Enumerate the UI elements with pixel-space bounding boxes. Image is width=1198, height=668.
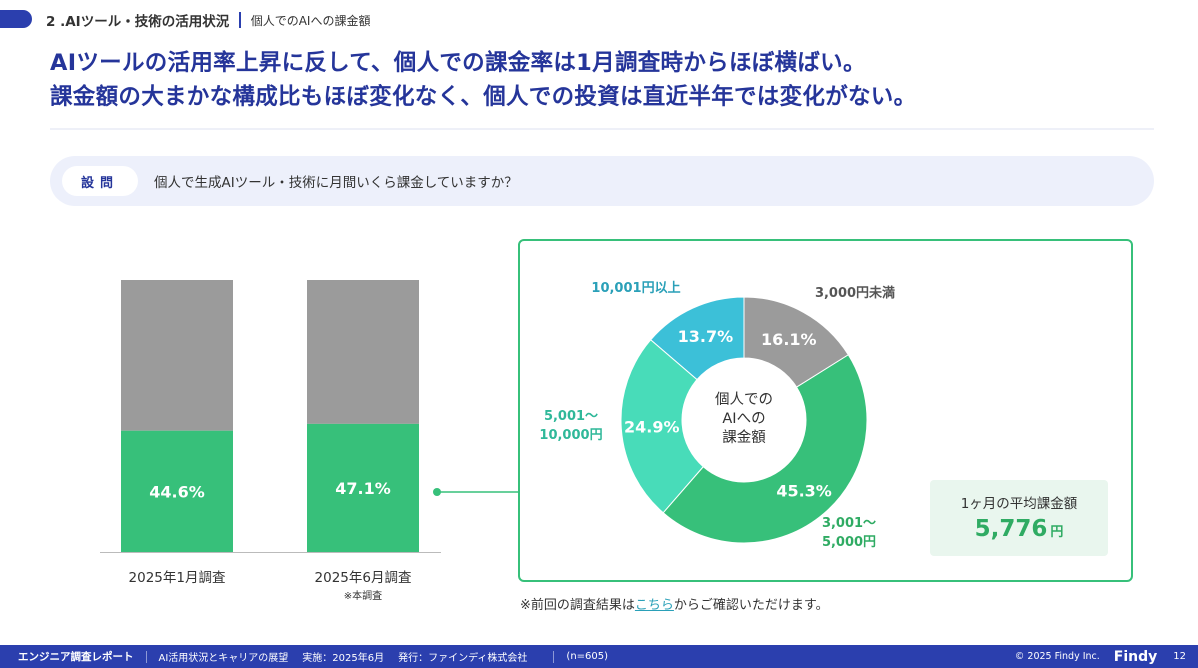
note-prefix: ※前回の調査結果は bbox=[520, 598, 635, 613]
previous-survey-link[interactable]: こちら bbox=[634, 598, 674, 613]
average-unit: 円 bbox=[1050, 525, 1064, 540]
donut-slice bbox=[620, 339, 704, 514]
donut-category-label: 3,001〜 5,000円 bbox=[822, 516, 876, 550]
donut-category-label-line: 10,000円 bbox=[539, 428, 602, 443]
title-divider bbox=[50, 128, 1154, 130]
bar-category-note: ※本調査 bbox=[344, 589, 382, 602]
donut-center-label-line: 課金額 bbox=[722, 429, 766, 446]
footer-topic: AI活用状況とキャリアの展望 bbox=[158, 653, 289, 664]
footer-publisher: 発行：ファインディ株式会社 bbox=[398, 653, 528, 664]
chart-connector bbox=[433, 488, 519, 496]
connector-dot bbox=[433, 488, 441, 496]
previous-survey-note: ※前回の調査結果はこちらからご確認いただけます。 bbox=[520, 594, 829, 613]
donut-panel bbox=[518, 239, 1133, 582]
donut-center-label-line: 個人での bbox=[715, 391, 773, 408]
bar-value-label: 44.6% bbox=[149, 482, 205, 501]
donut-category-label-line: 5,001〜 bbox=[544, 409, 598, 424]
donut-slice bbox=[743, 296, 849, 388]
bar-value-label: 47.1% bbox=[335, 479, 391, 498]
donut-value-label: 24.9% bbox=[624, 418, 680, 437]
donut-category-label-line: 3,001〜 bbox=[822, 516, 876, 531]
note-suffix: からご確認いただけます。 bbox=[673, 598, 829, 613]
bar-category-label: 2025年6月調査 bbox=[315, 570, 412, 586]
donut-chart: 16.1% 3,000円未満 45.3% 3,001〜 5,000円 24.9% 5,001… bbox=[539, 281, 895, 550]
bar-segment-paid bbox=[121, 430, 233, 552]
donut-center-label-line: AIへの bbox=[722, 411, 765, 427]
donut-category-label: 3,000円未満 bbox=[815, 285, 895, 301]
headline-line-2: 課金額の大まかな構成比もほぼ変化なく、個人での投資は直近半年では変化がない。 bbox=[50, 84, 917, 110]
footer-divider bbox=[553, 650, 555, 663]
footer-sample-size: (n=605) bbox=[566, 651, 609, 662]
donut-value-label: 13.7% bbox=[678, 327, 734, 346]
footer-copyright: © 2025 Findy Inc. bbox=[1014, 651, 1100, 662]
chart-canvas: 44.6% 2025年1月調査 47.1% 2025年6月調査 ※本調査 16.1% 3,… bbox=[100, 280, 895, 602]
footer-date: 実施：2025年6月 bbox=[302, 653, 385, 664]
bar-segment-rest bbox=[307, 280, 419, 424]
page-subtitle: 個人でのAIへの課金額 bbox=[250, 13, 371, 28]
donut-category-label-line: 10,001円以上 bbox=[591, 281, 680, 296]
breadcrumb-divider bbox=[239, 12, 241, 28]
average-label: 1ヶ月の平均課金額 bbox=[960, 496, 1078, 512]
bar-category-label: 2025年1月調査 bbox=[129, 570, 226, 586]
breadcrumb: 2 .AIツール・技術の活用状況 個人でのAIへの課金額 bbox=[46, 10, 370, 30]
donut-category-label: 5,001〜 10,000円 bbox=[539, 409, 602, 443]
donut-value-label: 16.1% bbox=[761, 330, 817, 349]
question-banner: 設問 個人で生成AIツール・技術に月間いくら課金していますか？ bbox=[50, 156, 1154, 206]
footer-right: © 2025 Findy Inc. Findy 12 bbox=[1015, 645, 1198, 668]
donut-category-label: 10,001円以上 bbox=[591, 281, 680, 296]
footer-report-name: エンジニア調査レポート bbox=[18, 651, 134, 663]
average-value: 5,776 bbox=[974, 516, 1048, 542]
page-headline: AIツールの活用率上昇に反して、個人での課金率は1月調査時からほぼ横ばい。 課金… bbox=[50, 46, 1160, 114]
donut-category-label-line: 3,000円未満 bbox=[815, 285, 895, 301]
footer-divider bbox=[145, 650, 147, 663]
donut-center-label: 個人での AIへの課金額 bbox=[715, 391, 773, 446]
donut-value-label: 45.3% bbox=[776, 481, 832, 500]
bar-segment-rest bbox=[121, 280, 233, 431]
stacked-bar-chart: 44.6% 2025年1月調査 47.1% 2025年6月調査 ※本調査 bbox=[100, 280, 441, 602]
average-spend-box: 1ヶ月の平均課金額 5,776 円 bbox=[930, 480, 1108, 556]
donut-category-label-line: 5,000円 bbox=[822, 535, 876, 550]
question-label: 設問 bbox=[62, 166, 138, 196]
donut-slice bbox=[662, 354, 868, 544]
headline-line-1: AIツールの活用率上昇に反して、個人での課金率は1月調査時からほぼ横ばい。 bbox=[50, 50, 866, 76]
findy-logo: Findy bbox=[1113, 648, 1158, 665]
question-text: 個人で生成AIツール・技術に月間いくら課金していますか？ bbox=[154, 175, 518, 191]
page-number: 12 bbox=[1173, 651, 1186, 662]
footer-bar: エンジニア調査レポート AI活用状況とキャリアの展望 実施：2025年6月 発行… bbox=[0, 645, 1198, 668]
average-value-line: 5,776 円 bbox=[930, 516, 1108, 542]
header-accent bbox=[0, 10, 32, 28]
bar-segment-paid bbox=[307, 423, 419, 552]
section-title: 2 .AIツール・技術の活用状況 bbox=[46, 14, 230, 30]
